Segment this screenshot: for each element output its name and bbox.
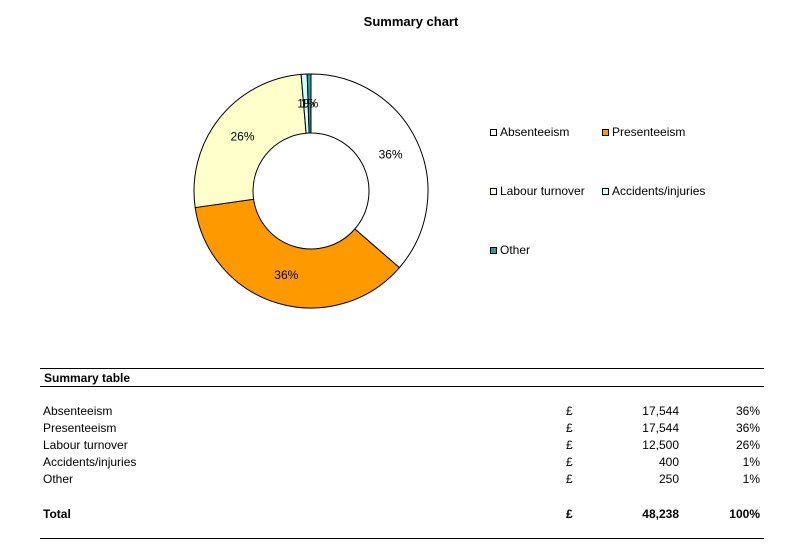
row-currency: £ — [566, 421, 573, 435]
legend-swatch-accidents-injuries — [602, 187, 609, 195]
data-label-absenteeism: 36% — [379, 148, 403, 162]
row-amount: 17,544 — [642, 404, 679, 418]
table-top-rule — [40, 368, 764, 369]
row-percent: 36% — [735, 404, 760, 418]
row-label: Labour turnover — [43, 438, 128, 452]
row-label: Accidents/injuries — [43, 455, 137, 469]
row-percent: 1% — [742, 455, 760, 469]
row-percent: 1% — [742, 472, 760, 486]
donut-slice-labour-turnover — [193, 73, 307, 209]
total-percent: 100% — [729, 507, 760, 521]
legend-item-other: Other — [490, 243, 530, 257]
row-amount: 400 — [658, 455, 679, 469]
donut-slice-absenteeism — [310, 73, 429, 269]
table-row: Presenteeism £ 17,544 36% — [40, 421, 764, 438]
legend-swatch-labour-turnover — [490, 187, 497, 195]
data-label-presenteeism: 36% — [274, 268, 298, 282]
row-amount: 17,544 — [642, 421, 679, 435]
legend-label-other: Other — [500, 243, 531, 257]
legend-label-presenteeism: Presenteeism — [612, 125, 686, 139]
row-amount: 250 — [658, 472, 679, 486]
total-label: Total — [43, 507, 71, 521]
row-currency: £ — [566, 404, 573, 418]
legend-item-accidents-injuries: Accidents/injuries — [602, 184, 705, 198]
row-label: Presenteeism — [43, 421, 117, 435]
donut-chart: 36%36%26%1%1% — [193, 73, 429, 309]
legend-swatch-absenteeism — [490, 128, 497, 136]
total-amount: 48,238 — [642, 507, 679, 521]
table-bottom-rule — [40, 538, 764, 539]
legend-label-absenteeism: Absenteeism — [500, 125, 570, 139]
table-total-row: Total £ 48,238 100% — [40, 507, 764, 524]
data-label-other: 1% — [301, 97, 319, 111]
legend-swatch-other — [490, 246, 497, 254]
row-label: Absenteeism — [43, 404, 113, 418]
donut-slice-presenteeism — [194, 198, 401, 309]
chart-title: Summary chart — [363, 14, 459, 29]
table-row: Labour turnover £ 12,500 26% — [40, 438, 764, 455]
legend-item-labour-turnover: Labour turnover — [490, 184, 585, 198]
table-header-rule — [40, 386, 764, 387]
legend-swatch-presenteeism — [602, 128, 609, 136]
legend-item-absenteeism: Absenteeism — [490, 125, 569, 139]
row-percent: 26% — [735, 438, 760, 452]
legend-item-presenteeism: Presenteeism — [602, 125, 685, 139]
total-currency: £ — [566, 507, 573, 521]
row-currency: £ — [566, 472, 573, 486]
data-label-labour-turnover: 26% — [231, 130, 255, 144]
table-title: Summary table — [44, 371, 131, 385]
table-row: Accidents/injuries £ 400 1% — [40, 455, 764, 472]
row-currency: £ — [566, 438, 573, 452]
row-currency: £ — [566, 455, 573, 469]
table-row: Absenteeism £ 17,544 36% — [40, 404, 764, 421]
row-amount: 12,500 — [642, 438, 679, 452]
legend-label-accidents-injuries: Accidents/injuries — [612, 184, 706, 198]
row-percent: 36% — [735, 421, 760, 435]
row-label: Other — [43, 472, 74, 486]
legend-label-labour-turnover: Labour turnover — [500, 184, 585, 198]
table-row: Other £ 250 1% — [40, 472, 764, 489]
donut-slice-other — [306, 73, 312, 134]
